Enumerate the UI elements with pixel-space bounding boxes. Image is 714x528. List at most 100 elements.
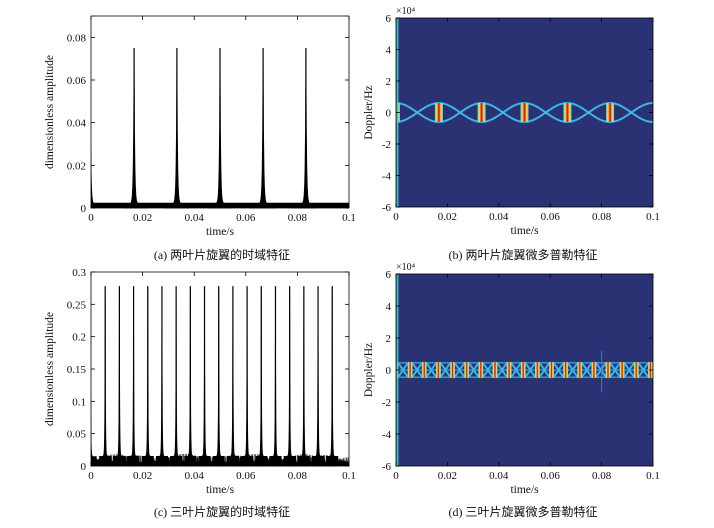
caption-a: (a) 两叶片旋翼的时域特征	[154, 247, 290, 262]
x-tick-label: 0.1	[342, 212, 356, 224]
flash-mark	[591, 362, 597, 378]
y-tick-label: -6	[382, 202, 392, 214]
y-axis-label: Doppler/Hz	[363, 343, 375, 397]
y-tick-label: 0.05	[67, 429, 87, 441]
x-axis-label: time/s	[510, 225, 539, 237]
y-tick-label: 0	[81, 461, 87, 473]
y-axis-label: Doppler/Hz	[363, 85, 375, 139]
y-tick-label: 0	[386, 108, 392, 120]
y-tick-label: 0	[386, 365, 392, 377]
x-tick-label: 0.06	[541, 211, 561, 223]
flash-mark	[450, 362, 456, 378]
caption-c: (c) 三叶片旋翼的时域特征	[154, 504, 290, 519]
y-tick-label: 0	[81, 203, 87, 215]
flash-mark	[548, 362, 554, 378]
heatmap-layer	[396, 274, 653, 466]
spike-mark	[91, 136, 103, 208]
flash-mark	[492, 362, 498, 378]
y-axis-label: dimensionless amplitude	[44, 312, 56, 426]
x-tick-label: 0.1	[342, 470, 356, 482]
x-tick-label: 0.06	[236, 212, 256, 224]
panel-c: 0 0.02 0.04 0.06 0.08 0.1 0 0.05 0.1 0.15 0.2 0.25 0…	[44, 267, 356, 519]
flash-mark	[421, 362, 427, 378]
x-tick-label: 0	[393, 470, 399, 482]
flash-mark	[506, 362, 512, 378]
panel-b: 0 0.02 0.04 0.06 0.08 0.1 -6 -4 -2 0 2 4 6 time/s Dopp…	[363, 6, 660, 262]
flash-mark	[477, 103, 486, 122]
y-tick-label: 0.2	[72, 332, 86, 344]
y-tick-label: -6	[382, 461, 392, 473]
plot-c-area: 0 0.02 0.04 0.06 0.08 0.1 0 0.05 0.1 0.15 0.2 0.25 0…	[44, 267, 356, 496]
x-tick-label: 0.04	[185, 470, 205, 482]
caption-b: (b) 两叶片旋翼微多普勒特征	[449, 247, 598, 262]
plot-a-area: 0 0.02 0.04 0.06 0.08 0.1 0 0.02 0.04 0.06 0.08 tim…	[44, 15, 356, 238]
flash-mark	[633, 362, 639, 378]
x-tick-label: 0.08	[288, 470, 308, 482]
x-tick-label: 0.1	[646, 470, 660, 482]
plot-frame	[90, 15, 350, 209]
y-tick-label: 4	[386, 301, 392, 313]
x-tick-label: 0.02	[438, 470, 457, 482]
panel-a: 0 0.02 0.04 0.06 0.08 0.1 0 0.02 0.04 0.06 0.08 tim…	[44, 15, 356, 262]
y-tick-label: 0.06	[67, 75, 87, 87]
x-tick-label: 0.06	[236, 470, 256, 482]
flash-mark	[563, 103, 572, 122]
x-axis-label: time/s	[206, 484, 235, 496]
plot-frame	[395, 17, 654, 208]
y-tick-label: 6	[386, 269, 392, 281]
flash-mark	[464, 362, 470, 378]
flash-mark	[606, 103, 615, 122]
x-tick-label: 0.02	[133, 212, 152, 224]
x-axis-label: time/s	[206, 226, 235, 238]
panel-d: 0 0.02 0.04 0.06 0.08 0.1 -6 -4 -2 0 2 4 6 time/s Dopp…	[363, 262, 660, 519]
y-scale-factor: ×10⁴	[396, 6, 416, 17]
flash-mark	[520, 103, 529, 122]
y-tick-label: -4	[382, 171, 392, 183]
flash-mark	[407, 362, 413, 378]
y-tick-label: 2	[386, 333, 392, 345]
x-tick-label: 0	[393, 211, 399, 223]
plot-frame	[90, 271, 350, 467]
y-tick-label: 0.02	[67, 160, 86, 172]
heatmap-layer	[396, 18, 653, 207]
flash-mark	[619, 362, 625, 378]
flash-mark	[534, 362, 540, 378]
plot-b-area: 0 0.02 0.04 0.06 0.08 0.1 -6 -4 -2 0 2 4 6 time/s Dopp…	[363, 6, 660, 237]
flash-mark	[563, 362, 569, 378]
flash-mark	[435, 362, 441, 378]
flash-mark	[434, 103, 443, 122]
x-tick-label: 0	[88, 470, 94, 482]
flash-mark	[520, 362, 526, 378]
x-tick-label: 0.08	[288, 212, 308, 224]
y-tick-label: -4	[382, 429, 392, 441]
y-tick-label: 0.08	[67, 32, 87, 44]
x-tick-label: 0.04	[489, 211, 509, 223]
x-tick-label: 0.1	[646, 211, 660, 223]
y-tick-label: -2	[382, 139, 391, 151]
x-axis-label: time/s	[510, 484, 539, 496]
y-tick-label: 4	[386, 45, 392, 57]
y-tick-label: 2	[386, 76, 392, 88]
x-tick-label: 0.04	[185, 212, 205, 224]
y-axis-label: dimensionless amplitude	[44, 55, 56, 169]
y-tick-label: 6	[386, 13, 392, 25]
y-scale-factor: ×10⁴	[396, 262, 416, 273]
y-tick-label: 0.3	[72, 267, 86, 279]
plot-frame	[395, 273, 654, 467]
y-tick-label: 0.04	[67, 118, 87, 130]
spike-mark	[91, 385, 97, 466]
plot-d-area: 0 0.02 0.04 0.06 0.08 0.1 -6 -4 -2 0 2 4 6 time/s Dopp…	[363, 262, 660, 496]
x-tick-label: 0.08	[592, 211, 612, 223]
flash-mark	[577, 362, 583, 378]
x-tick-label: 0	[88, 212, 94, 224]
x-tick-label: 0.02	[438, 211, 457, 223]
flash-mark	[478, 362, 484, 378]
caption-d: (d) 三叶片旋翼微多普勒特征	[449, 504, 598, 519]
x-tick-label: 0.06	[541, 470, 561, 482]
y-tick-label: 0.15	[67, 364, 87, 376]
flash-mark	[605, 362, 611, 378]
x-tick-label: 0.04	[489, 470, 509, 482]
y-tick-label: 0.25	[67, 299, 87, 311]
y-tick-label: 0.1	[72, 396, 86, 408]
